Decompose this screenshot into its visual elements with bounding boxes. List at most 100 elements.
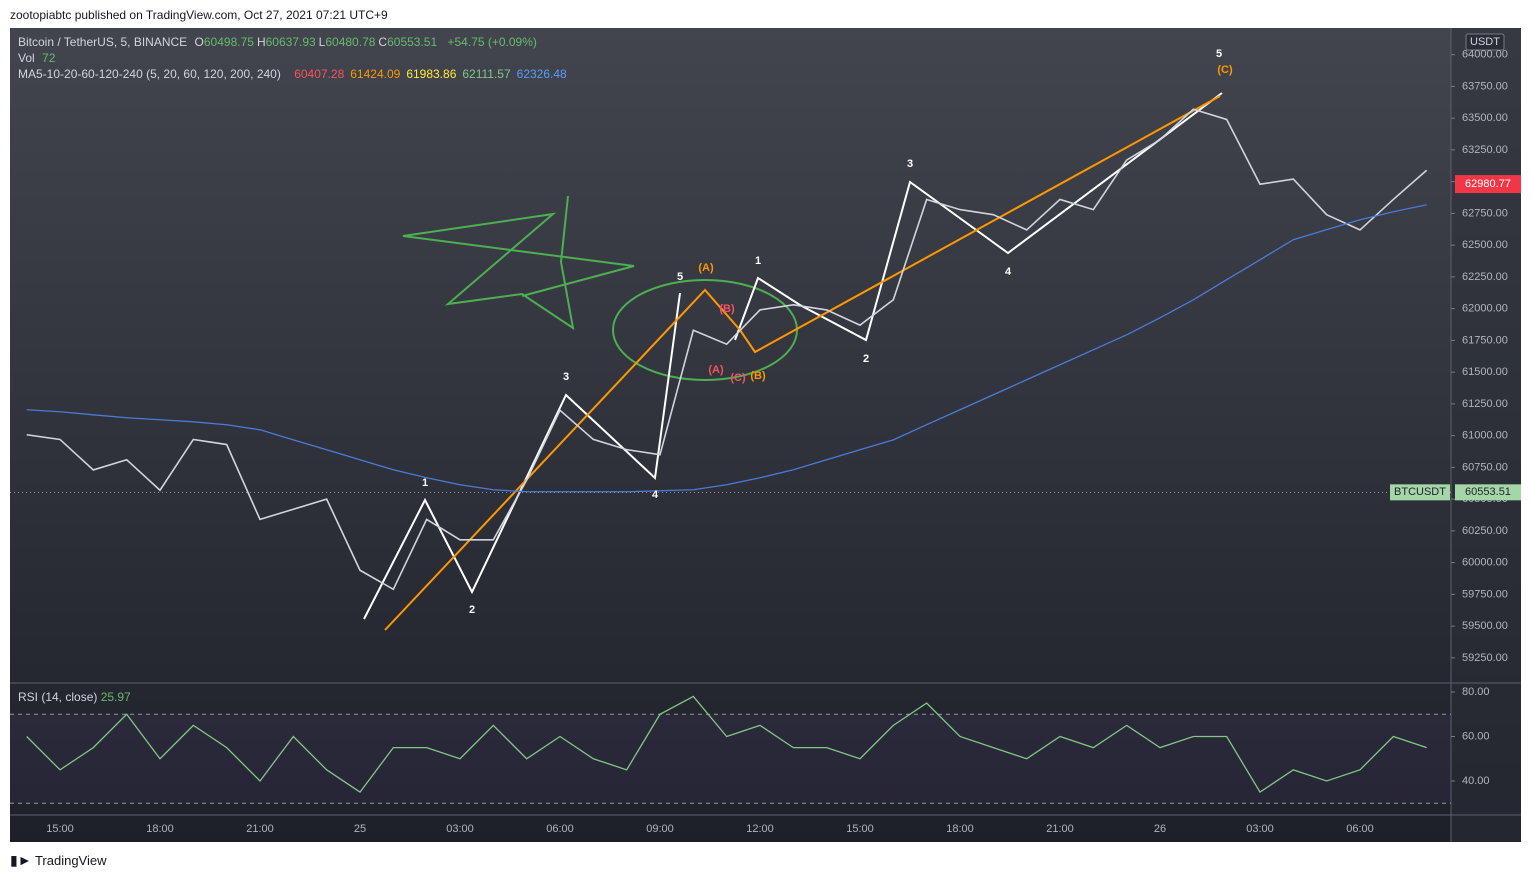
y-tick-label: 59250.00 [1462,652,1508,664]
legend: Bitcoin / TetherUS, 5, BINANCE O60498.75… [18,34,567,82]
y-tick-label: 59750.00 [1462,588,1508,600]
star-drawing [402,195,635,331]
ohlc-item: O60498.75 [195,35,254,49]
wave-label: 1 [422,477,428,489]
footer: ▮► TradingView [10,852,107,868]
last-price-label: 62980.77 [1465,178,1511,190]
price-axis [1451,28,1521,842]
ohlc-label: L [318,35,326,49]
y-tick-label: 61750.00 [1462,334,1508,346]
rsi-band [10,714,1451,804]
ma-value: 61424.09 [350,67,401,81]
volume-label: Vol [18,51,35,65]
currency-box [1465,33,1505,51]
rsi-legend: RSI (14, close) 25.97 [18,690,131,704]
x-tick-label: 15:00 [46,823,74,835]
y-tick-label: 62750.00 [1462,207,1508,219]
y-tick-label: 61500.00 [1462,366,1508,378]
y-tick-label: 63250.00 [1462,144,1508,156]
wave-label: (C) [1217,64,1233,76]
rsi-value: 25.97 [100,690,131,704]
volume-row: Vol 72 [18,50,567,66]
ma-row: MA5-10-20-60-120-240 (5, 20, 60, 120, 20… [18,66,567,82]
wave-label: (B) [750,370,766,382]
x-tick-label: 21:00 [1046,823,1074,835]
ma-value: 60407.28 [294,67,345,81]
wave-label: (C) [730,372,746,384]
series-line [26,108,1428,591]
ohlc-item: L60480.78 [319,35,376,49]
ohlc-value: 60498.75 [203,35,254,49]
x-tick-label: 18:00 [146,823,174,835]
wave-label: 2 [863,353,869,365]
y-tick-label: 63500.00 [1462,112,1508,124]
y-tick-label: 60000.00 [1462,557,1508,569]
close-tag-label: 60553.51 [1465,486,1511,498]
volume-value: 72 [42,51,56,65]
wave-label: 2 [469,604,475,616]
ma-value: 61983.86 [406,67,457,81]
ohlc-value: 60553.51 [387,35,438,49]
wave-label: 4 [1005,266,1012,278]
series-line [26,204,1427,493]
ohlc-label: H [256,35,266,49]
publisher: zootopiabtc published on TradingView.com… [10,8,388,22]
symbol-title: Bitcoin / TetherUS, 5, BINANCE [18,35,188,49]
y-tick-label: 64000.00 [1462,49,1508,61]
y-tick-label: 63750.00 [1462,80,1508,92]
series-line [26,695,1427,794]
wave-label: 3 [907,158,913,170]
wave-label: 4 [652,489,659,501]
close-tag [1455,484,1521,501]
y-tick-label: 60750.00 [1462,461,1508,473]
wave-label: 5 [1216,48,1222,60]
y-tick-label: 40.00 [1462,775,1490,787]
change: +54.75 (+0.09%) [447,35,537,49]
symbol-tag-label: BTCUSDT [1394,486,1446,498]
wave-label: 3 [563,371,569,383]
x-tick-label: 12:00 [746,823,774,835]
wave-label: 1 [755,255,761,267]
y-tick-label: 61000.00 [1462,430,1508,442]
ohlc-item: H60637.93 [257,35,316,49]
ohlc-value: 60480.78 [325,35,376,49]
ohlc: O60498.75 H60637.93 L60480.78 C60553.51 [195,35,441,49]
ma-value: 62111.57 [462,67,511,81]
x-tick-label: 25 [354,823,366,835]
x-tick-label: 06:00 [546,823,574,835]
wave-label: (A) [698,262,714,274]
ohlc-label: C [378,35,388,49]
y-tick-label: 80.00 [1462,686,1490,698]
ohlc-item: C60553.51 [378,35,437,49]
x-tick-label: 18:00 [946,823,974,835]
y-tick-label: 62250.00 [1462,271,1508,283]
wave-label: 5 [677,271,683,283]
y-tick-label: 61250.00 [1462,398,1508,410]
x-tick-label: 15:00 [846,823,874,835]
y-tick-label: 60250.00 [1462,525,1508,537]
y-tick-label: 59500.00 [1462,620,1508,632]
x-tick-label: 03:00 [446,823,474,835]
x-tick-label: 26 [1154,823,1166,835]
y-tick-label: 62000.00 [1462,303,1508,315]
wave-label: (A) [708,364,724,376]
ohlc-value: 60637.93 [265,35,316,49]
ma-label: MA5-10-20-60-120-240 (5, 20, 60, 120, 20… [18,67,281,81]
title-row: Bitcoin / TetherUS, 5, BINANCE O60498.75… [18,34,567,50]
ohlc-label: O [194,35,204,49]
x-tick-label: 06:00 [1346,823,1374,835]
wave-label: (B) [719,303,735,315]
symbol-tag [1390,484,1450,501]
panel [10,28,1521,842]
last-price-tag [1455,175,1521,194]
rsi-title: RSI (14, close) [18,690,98,704]
currency: USDT [1470,36,1500,48]
x-tick-label: 21:00 [246,823,274,835]
y-tick-label: 60.00 [1462,730,1490,742]
footer-brand: TradingView [34,853,107,868]
ma-value: 62326.48 [516,67,567,81]
x-tick-label: 03:00 [1246,823,1274,835]
wave-line [734,92,1223,342]
